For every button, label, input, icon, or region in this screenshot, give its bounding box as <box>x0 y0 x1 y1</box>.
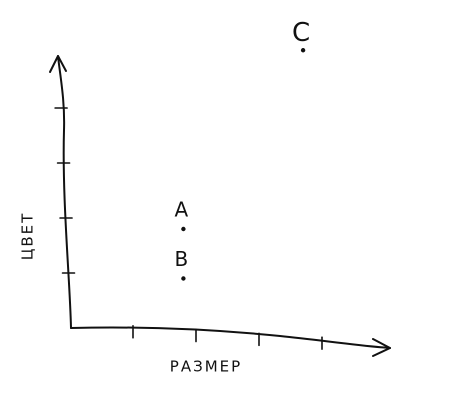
y-axis-label: ЦВЕТ <box>19 212 37 261</box>
point <box>181 276 186 281</box>
point-label: B <box>175 247 189 271</box>
x-axis <box>70 326 391 349</box>
x-axis-label: РАЗМЕР <box>170 358 242 376</box>
x-axis-arrow <box>372 338 391 357</box>
y-axis <box>57 55 72 329</box>
point-label: C <box>292 18 310 48</box>
y-axis-arrow <box>49 55 67 73</box>
point <box>300 48 306 53</box>
point <box>181 226 186 232</box>
point-label: A <box>175 198 189 222</box>
